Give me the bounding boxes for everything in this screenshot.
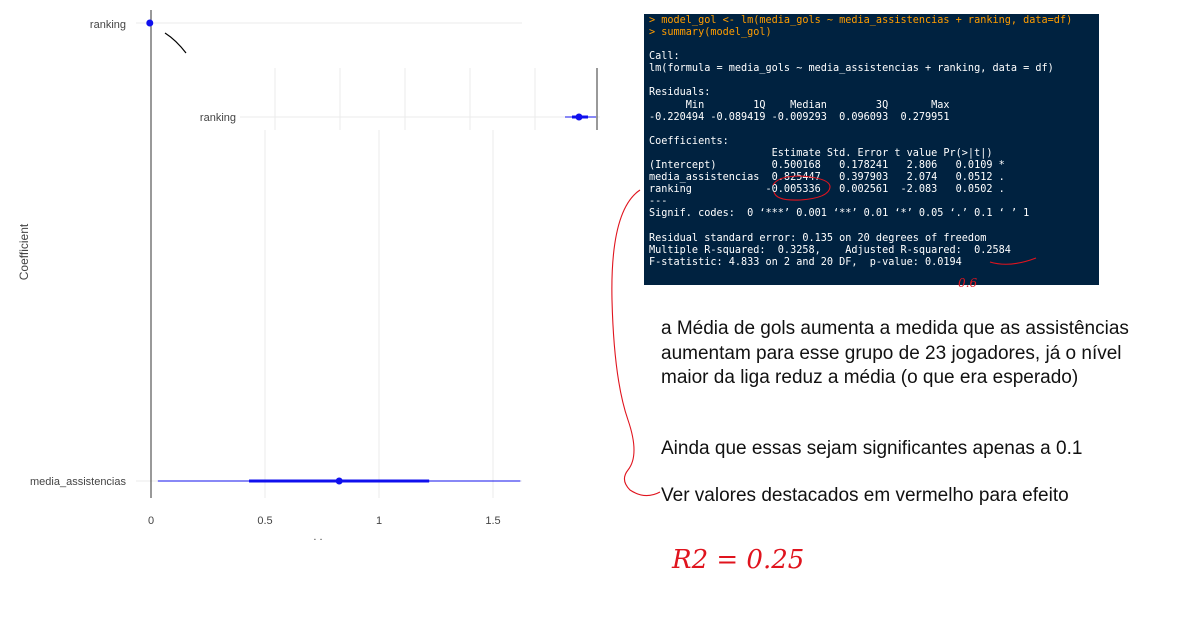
console-command-1: > model_gol <- lm(media_gols ~ media_ass…: [649, 15, 1073, 26]
note-paragraph-1: a Média de gols aumenta a medida que as …: [661, 318, 1129, 388]
category-label-media-assistencias: media_assistencias: [30, 476, 126, 488]
point-ranking: [146, 19, 154, 27]
x-tick-labels: 0 0.5 1 1.5: [148, 515, 501, 527]
note-paragraph-2: Ainda que essas sejam significantes apen…: [661, 438, 1083, 459]
data-marks: [146, 19, 521, 485]
y-axis-title: Coefficient: [17, 223, 31, 280]
r-console-output: > model_gol <- lm(media_gols ~ media_ass…: [644, 14, 1099, 285]
inset-point: [575, 113, 583, 121]
x-tick-label: 1.5: [485, 515, 500, 527]
coefficient-plot: ranking ranking media_assistencias Coeff…: [17, 10, 603, 543]
console-summary-text: Call: lm(formula = media_gols ~ media_as…: [649, 51, 1054, 268]
x-tick-label: 1: [376, 515, 382, 527]
inset-plot: ranking: [153, 68, 603, 130]
pen-stroke: [164, 32, 187, 54]
handwritten-r2: R2 = 0.25: [672, 545, 805, 575]
note-paragraph-3: Ver valores destacados em vermelho para …: [661, 485, 1069, 506]
point-media_assistencias: [335, 477, 343, 485]
category-label-ranking: ranking: [90, 19, 126, 31]
console-command-2: > summary(model_gol): [649, 27, 772, 39]
x-axis-title-partial: . .: [313, 531, 322, 543]
x-tick-label: 0.5: [257, 515, 272, 527]
inset-category-label: ranking: [200, 112, 236, 124]
x-tick-label: 0: [148, 515, 154, 527]
